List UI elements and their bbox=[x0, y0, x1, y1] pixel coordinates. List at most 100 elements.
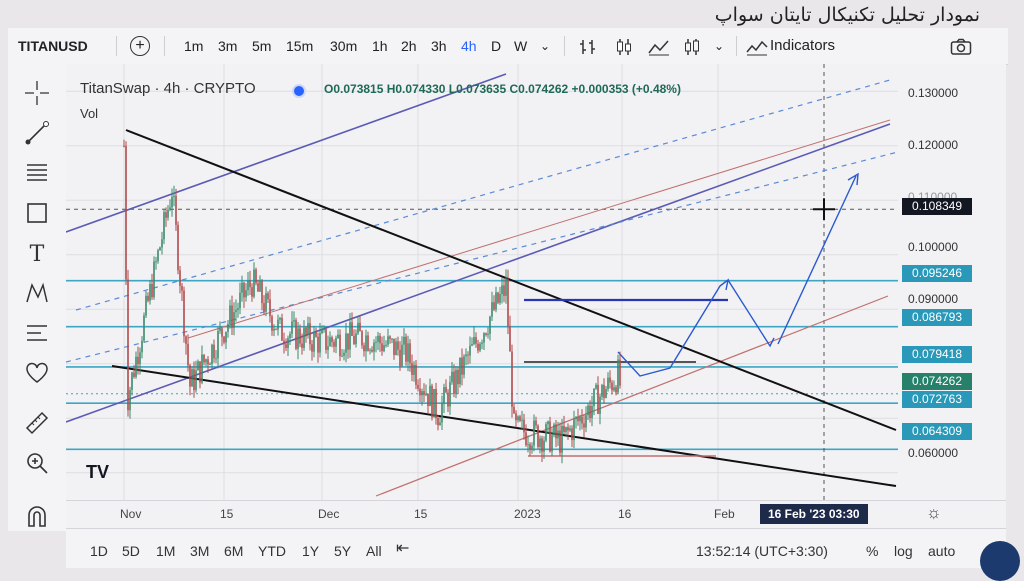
candle-body bbox=[231, 305, 233, 328]
interval-3m[interactable]: 3m bbox=[218, 38, 238, 54]
hollow-candles-icon[interactable] bbox=[682, 28, 702, 64]
range-6m-button[interactable]: 6M bbox=[224, 543, 244, 559]
favorites-heart-icon[interactable] bbox=[22, 360, 52, 390]
prediction-tool-icon[interactable] bbox=[22, 320, 52, 350]
range-all-button[interactable]: All bbox=[366, 543, 382, 559]
candle-body bbox=[269, 299, 271, 317]
candle-body bbox=[381, 343, 383, 352]
candle-body bbox=[123, 145, 125, 147]
interval-3h[interactable]: 3h bbox=[431, 38, 447, 54]
pattern-tool-icon[interactable] bbox=[22, 280, 52, 310]
time-label: 15 bbox=[220, 507, 234, 521]
level-price-tag: 0.072763 bbox=[902, 391, 972, 408]
candle-body bbox=[317, 336, 319, 353]
time-label: Dec bbox=[318, 507, 340, 521]
log-scale-toggle[interactable]: log bbox=[894, 543, 913, 559]
candle-body bbox=[489, 316, 491, 334]
trend-line-icon[interactable] bbox=[22, 120, 52, 150]
time-label: Nov bbox=[120, 507, 142, 521]
candle-body bbox=[435, 389, 437, 418]
percent-scale-toggle[interactable]: % bbox=[866, 543, 879, 559]
interval-15m[interactable]: 15m bbox=[286, 38, 314, 54]
interval-4h[interactable]: 4h bbox=[461, 38, 477, 54]
candle-body bbox=[409, 343, 411, 364]
range-5d-button[interactable]: 5D bbox=[122, 543, 140, 559]
candle-body bbox=[289, 333, 291, 339]
camera-icon[interactable] bbox=[950, 28, 972, 64]
range-1y-button[interactable]: 1Y bbox=[302, 543, 320, 559]
candle-body bbox=[575, 417, 577, 420]
range-ytd-button[interactable]: YTD bbox=[258, 543, 286, 559]
indicators-icon[interactable] bbox=[746, 28, 768, 64]
auto-scale-toggle[interactable]: auto bbox=[928, 543, 956, 559]
toolbar-divider bbox=[564, 36, 565, 56]
settings-gear-icon[interactable]: ☼ bbox=[926, 503, 942, 522]
range-3m-button[interactable]: 3M bbox=[190, 543, 210, 559]
candle-body bbox=[371, 349, 373, 352]
candle-body bbox=[167, 209, 169, 218]
chevron-down-icon[interactable]: ⌄ bbox=[540, 39, 551, 53]
interval-5m[interactable]: 5m bbox=[252, 38, 272, 54]
volume-legend[interactable]: Vol bbox=[80, 106, 99, 121]
time-label: 2023 bbox=[514, 507, 541, 521]
tradingview-logo[interactable]: TV bbox=[86, 462, 110, 482]
price-chart[interactable]: TitanSwap · 4h · CRYPTO O0.073815 H0.074… bbox=[66, 64, 898, 500]
candle-body bbox=[449, 382, 451, 407]
interval-1h[interactable]: 1h bbox=[372, 38, 388, 54]
crosshair-icon[interactable] bbox=[22, 80, 52, 110]
candle-body bbox=[431, 385, 433, 418]
level-price-tag: 0.064309 bbox=[902, 423, 972, 440]
level-price-tag: 0.086793 bbox=[902, 309, 972, 326]
indicators-button[interactable]: Indicators bbox=[770, 37, 836, 54]
candle-body bbox=[509, 326, 511, 352]
candle-body bbox=[297, 328, 299, 349]
magnet-icon[interactable] bbox=[22, 504, 52, 534]
interval-2h[interactable]: 2h bbox=[401, 38, 417, 54]
candle-body bbox=[609, 377, 611, 383]
candle-body bbox=[537, 425, 539, 447]
symbol-search[interactable]: TITANUSD bbox=[18, 38, 88, 54]
interval-30m[interactable]: 30m bbox=[330, 38, 358, 54]
candle-body bbox=[321, 330, 323, 334]
candle-body bbox=[467, 354, 469, 356]
time-axis[interactable]: Nov 15 Dec 15 2023 16 Feb 16 Feb '23 03:… bbox=[66, 500, 1006, 529]
ruler-icon[interactable] bbox=[22, 410, 52, 440]
interval-W[interactable]: W bbox=[514, 38, 528, 54]
level-price-tag: 0.079418 bbox=[902, 346, 972, 363]
compare-symbol-button[interactable]: + bbox=[130, 36, 150, 56]
range-1m-button[interactable]: 1M bbox=[156, 543, 176, 559]
range-1d-button[interactable]: 1D bbox=[90, 543, 108, 559]
candle-body bbox=[267, 293, 269, 300]
price-axis[interactable]: 0.130000 0.120000 0.110000 0.100000 0.09… bbox=[898, 64, 1006, 500]
candles-style-icon[interactable] bbox=[614, 28, 634, 64]
interval-1m[interactable]: 1m bbox=[184, 38, 204, 54]
candle-body bbox=[205, 359, 207, 363]
fib-retracement-icon[interactable] bbox=[22, 160, 52, 190]
chevron-down-icon[interactable]: ⌄ bbox=[714, 39, 725, 53]
candle-body bbox=[155, 261, 157, 263]
candle-body bbox=[455, 369, 457, 394]
symbol-legend-title[interactable]: TitanSwap · 4h · CRYPTO bbox=[80, 80, 256, 97]
rectangle-icon[interactable] bbox=[22, 200, 52, 230]
date-range-icon[interactable]: ⇤ bbox=[396, 540, 410, 557]
text-tool-icon[interactable]: T bbox=[29, 242, 45, 267]
candle-body bbox=[565, 427, 567, 432]
candle-body bbox=[511, 351, 513, 407]
profile-avatar[interactable] bbox=[980, 541, 1020, 581]
candle-body bbox=[557, 430, 559, 439]
range-5y-button[interactable]: 5Y bbox=[334, 543, 352, 559]
area-style-icon[interactable] bbox=[648, 28, 670, 64]
clock-timezone[interactable]: 13:52:14 (UTC+3:30) bbox=[696, 543, 828, 559]
zoom-in-icon[interactable] bbox=[22, 450, 52, 480]
candle-body bbox=[345, 333, 347, 353]
candle-body bbox=[159, 247, 161, 251]
bars-style-icon[interactable] bbox=[578, 28, 598, 64]
candle-body bbox=[601, 384, 603, 397]
candle-body bbox=[437, 417, 439, 426]
chart-canvas[interactable] bbox=[66, 64, 898, 500]
candle-body bbox=[379, 335, 381, 344]
candle-body bbox=[433, 389, 435, 418]
candle-body bbox=[275, 328, 277, 330]
interval-D[interactable]: D bbox=[491, 38, 502, 54]
time-label: Feb bbox=[714, 507, 735, 521]
